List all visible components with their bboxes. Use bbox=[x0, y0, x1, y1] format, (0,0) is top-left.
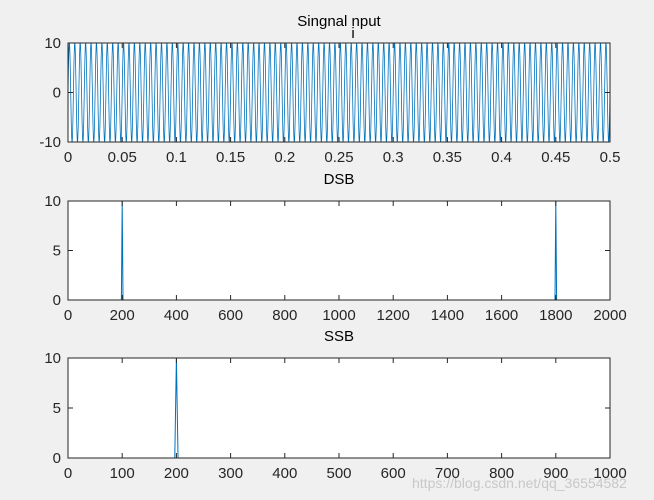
tick-marks: 0 100 200 300 400 500 600 700 800 900 1000 0 5 10 bbox=[44, 350, 626, 482]
x-tick-label: 100 bbox=[110, 465, 135, 482]
x-tick-label: 800 bbox=[272, 307, 297, 324]
x-tick-label: 1000 bbox=[593, 465, 626, 482]
axes-signal-input: 0 0.05 0.1 0.15 0.2 0.25 0.3 0.35 0.4 0.45 0.5-100… bbox=[39, 13, 620, 166]
x-tick-label: 1600 bbox=[485, 307, 518, 324]
title-mark: i bbox=[351, 25, 354, 42]
y-tick-label: 0 bbox=[53, 85, 61, 102]
x-tick-label: 1800 bbox=[539, 307, 572, 324]
axes-background bbox=[68, 358, 610, 458]
x-tick-label: 0 bbox=[64, 307, 72, 324]
x-tick-label: 0.5 bbox=[600, 149, 621, 166]
chart-title: Singnal nput bbox=[297, 13, 381, 30]
y-tick-label: 10 bbox=[44, 35, 61, 52]
y-tick-label: -10 bbox=[39, 134, 61, 151]
x-tick-label: 1400 bbox=[431, 307, 464, 324]
x-tick-label: 0.25 bbox=[324, 149, 353, 166]
y-tick-label: 10 bbox=[44, 193, 61, 210]
x-tick-label: 0.2 bbox=[274, 149, 295, 166]
x-tick-label: 900 bbox=[543, 465, 568, 482]
tick-marks: 0 200 400 600 800 1000 1200 1400 1600 1800 2000 0 5 1… bbox=[44, 193, 626, 324]
x-tick-label: 0 bbox=[64, 465, 72, 482]
y-tick-label: 0 bbox=[53, 450, 61, 467]
x-tick-label: 0 bbox=[64, 149, 72, 166]
x-tick-label: 2000 bbox=[593, 307, 626, 324]
chart-title: DSB bbox=[324, 171, 355, 188]
axes-dsb: 0 200 400 600 800 1000 1200 1400 1600 1800 2000 0 5 1… bbox=[44, 171, 626, 324]
x-tick-label: 0.4 bbox=[491, 149, 512, 166]
plot-lines bbox=[67, 42, 611, 143]
y-tick-label: 5 bbox=[53, 400, 61, 417]
x-tick-label: 800 bbox=[489, 465, 514, 482]
x-tick-label: 1000 bbox=[322, 307, 355, 324]
y-tick-label: 10 bbox=[44, 350, 61, 367]
x-tick-label: 0.35 bbox=[433, 149, 462, 166]
x-tick-label: 0.3 bbox=[383, 149, 404, 166]
x-tick-label: 500 bbox=[326, 465, 351, 482]
x-tick-label: 1200 bbox=[377, 307, 410, 324]
axes-background bbox=[68, 201, 610, 300]
y-tick-label: 0 bbox=[53, 292, 61, 309]
y-tick-label: 5 bbox=[53, 243, 61, 260]
tick-marks: 0 0.05 0.1 0.15 0.2 0.25 0.3 0.35 0.4 0.45 0.5-100… bbox=[39, 35, 620, 166]
x-tick-label: 300 bbox=[218, 465, 243, 482]
watermark: https://blog.csdn.net/qq_36554582 bbox=[412, 475, 627, 491]
x-tick-label: 0.1 bbox=[166, 149, 187, 166]
axes-ssb: 0 100 200 300 400 500 600 700 800 900 1000 0 5 10 SSB bbox=[44, 328, 626, 482]
x-tick-label: 700 bbox=[435, 465, 460, 482]
x-tick-label: 200 bbox=[110, 307, 135, 324]
x-tick-label: 400 bbox=[272, 465, 297, 482]
x-tick-label: 400 bbox=[164, 307, 189, 324]
x-tick-label: 600 bbox=[218, 307, 243, 324]
chart-title: SSB bbox=[324, 328, 354, 345]
x-tick-label: 0.05 bbox=[108, 149, 137, 166]
series-line-0 bbox=[67, 42, 611, 143]
x-tick-label: 0.45 bbox=[541, 149, 570, 166]
x-tick-label: 600 bbox=[381, 465, 406, 482]
x-tick-label: 200 bbox=[164, 465, 189, 482]
x-tick-label: 0.15 bbox=[216, 149, 245, 166]
